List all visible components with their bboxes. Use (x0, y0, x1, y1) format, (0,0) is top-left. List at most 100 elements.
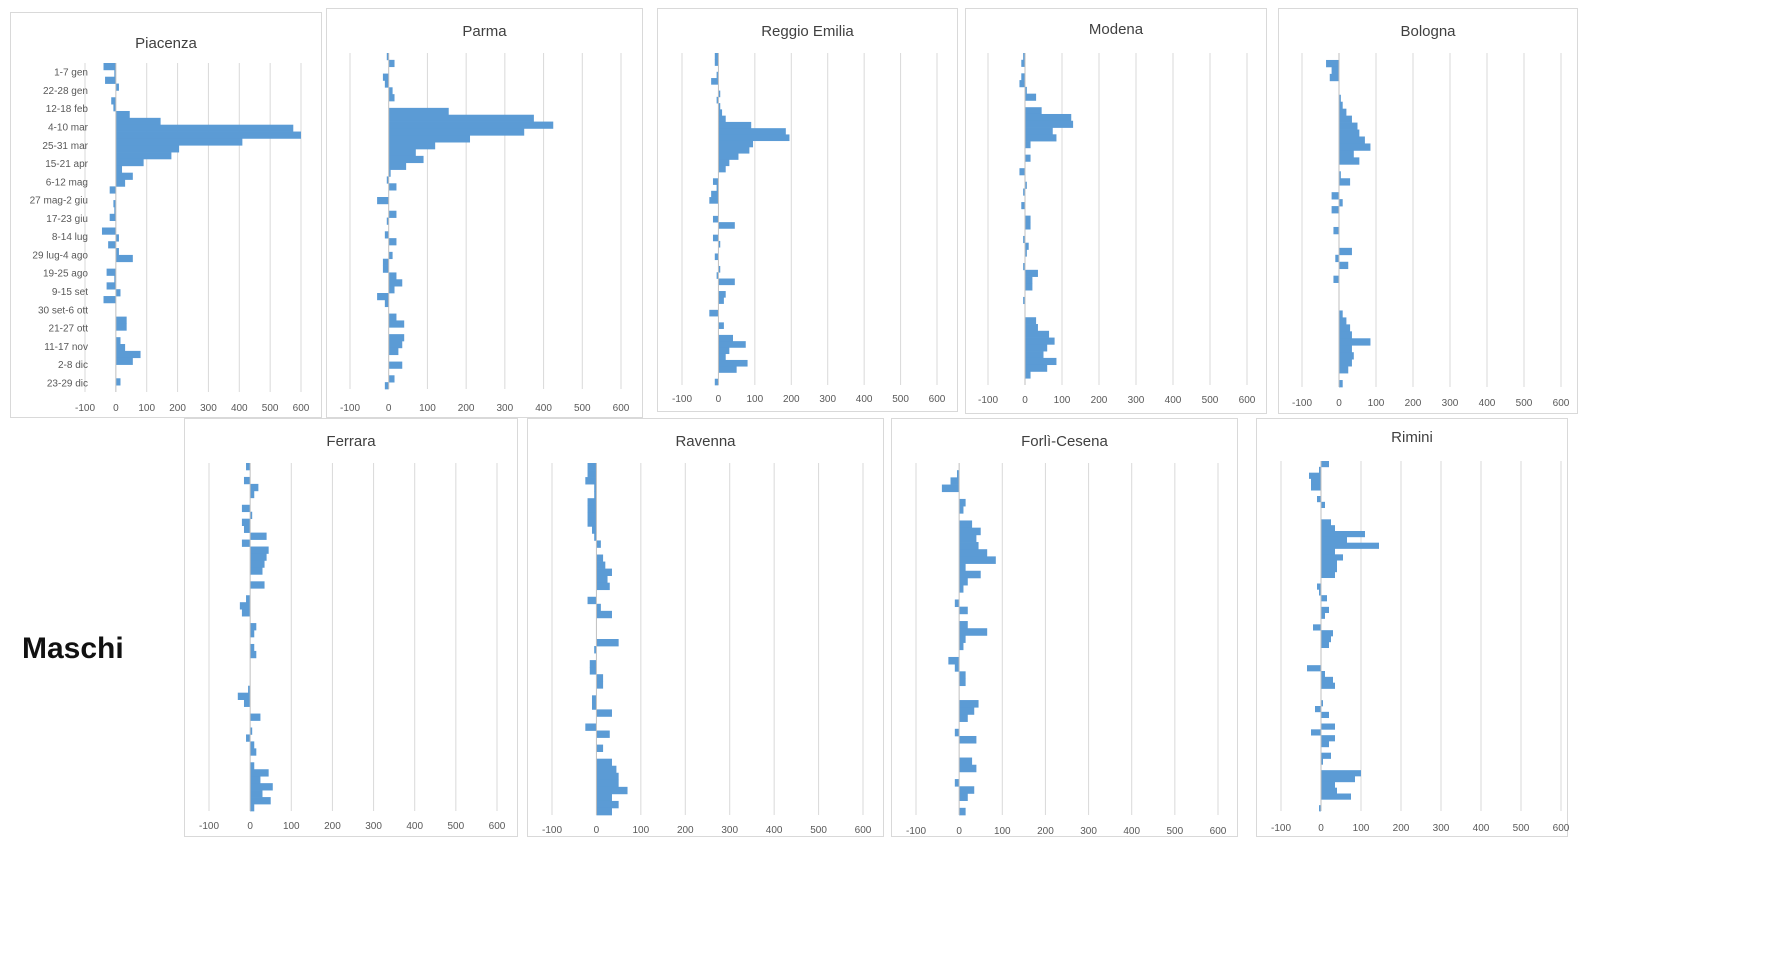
bar (959, 520, 973, 529)
bar (1311, 478, 1321, 485)
bar (959, 642, 964, 651)
bar (948, 656, 960, 665)
bar (388, 238, 397, 246)
bar (959, 714, 968, 722)
bar (386, 217, 389, 225)
bar (954, 664, 960, 672)
bar (250, 567, 263, 575)
x-tick-label: 300 (1442, 398, 1459, 409)
bar (114, 69, 116, 78)
category-label: 2-8 dic (58, 360, 88, 371)
bar (1339, 178, 1351, 186)
bar (712, 178, 719, 185)
bar (246, 463, 251, 471)
bar (114, 206, 116, 215)
bar (718, 291, 726, 298)
bar (1025, 134, 1057, 142)
bar (388, 272, 397, 280)
bar (1339, 247, 1352, 256)
bar (1321, 571, 1335, 579)
bar (714, 253, 719, 261)
bar (718, 134, 790, 142)
bar (718, 159, 730, 167)
bar (243, 699, 251, 707)
bar (959, 527, 981, 536)
bar (959, 671, 966, 679)
bar (115, 357, 133, 365)
chart-title: Rimini (1391, 429, 1433, 446)
bar (959, 549, 988, 557)
chart-panel-2: Reggio Emilia -100 0 100 200 300 400 500 600 (657, 8, 958, 412)
bar (718, 322, 724, 329)
bar (1025, 86, 1027, 95)
x-tick-label: 0 (1318, 823, 1324, 834)
bar (718, 153, 739, 160)
x-tick-label: -100 (672, 394, 692, 405)
x-tick-label: 0 (594, 825, 600, 836)
x-tick-label: 600 (1210, 826, 1227, 837)
bar (1023, 53, 1025, 61)
x-tick-label: 200 (169, 403, 186, 414)
x-tick-label: 500 (262, 403, 279, 414)
bar (1321, 770, 1361, 777)
bar (115, 344, 126, 352)
x-tick-label: 0 (956, 826, 962, 837)
x-tick-label: 0 (386, 403, 392, 414)
chart-panel-0: Piacenza -100 0 100 200 300 400 500 600 1-7 gen 22… (10, 12, 322, 418)
bar (1321, 711, 1329, 719)
x-tick-label: 400 (1123, 826, 1140, 837)
chart-title: Bologna (1400, 23, 1456, 40)
bar (241, 504, 251, 513)
x-tick-label: 400 (1473, 823, 1490, 834)
bar (950, 477, 960, 485)
bar (115, 254, 133, 263)
chart-panel-3: Modena -100 0 100 200 300 400 500 600 (965, 8, 1267, 414)
bar (250, 713, 261, 721)
bar (250, 483, 259, 492)
bar (1339, 345, 1352, 353)
bar (1025, 222, 1031, 230)
bar (596, 744, 604, 752)
bar (388, 375, 395, 383)
chart-plot: -100 0 100 200 300 400 500 600 (340, 53, 630, 414)
bar (1339, 108, 1347, 116)
x-tick-label: 300 (819, 394, 836, 405)
bar (1321, 793, 1351, 800)
bar (250, 490, 255, 499)
bar (959, 621, 968, 629)
bar (1025, 249, 1027, 257)
bar (105, 76, 116, 84)
bar (1321, 723, 1335, 730)
x-tick-label: 100 (1353, 823, 1370, 834)
bar (1339, 310, 1343, 318)
bar (596, 807, 612, 816)
bar (115, 110, 130, 119)
chart-title: Forlì-Cesena (1021, 433, 1108, 450)
x-tick-label: 100 (419, 403, 436, 414)
bar (250, 727, 253, 735)
x-tick-label: -100 (906, 826, 926, 837)
category-label: 21-27 ott (49, 324, 89, 335)
bar (386, 176, 389, 184)
bar (388, 142, 436, 150)
x-tick-label: 400 (535, 403, 552, 414)
bar (1339, 115, 1352, 123)
bar (959, 700, 979, 708)
bar (115, 248, 119, 256)
chart-title: Reggio Emilia (761, 23, 854, 40)
bar (1025, 324, 1038, 332)
bar (250, 643, 255, 652)
bar (388, 94, 395, 102)
bar (596, 765, 617, 774)
chart-plot: -100 0 100 200 300 400 500 600 (542, 463, 872, 836)
bar (115, 323, 127, 331)
bar (1321, 735, 1335, 742)
bar (109, 213, 116, 221)
bar (115, 158, 144, 167)
bar (1025, 364, 1048, 372)
bar (113, 104, 116, 112)
bar (388, 361, 403, 369)
bar (382, 73, 389, 81)
bar (959, 606, 968, 615)
bar (718, 334, 733, 342)
